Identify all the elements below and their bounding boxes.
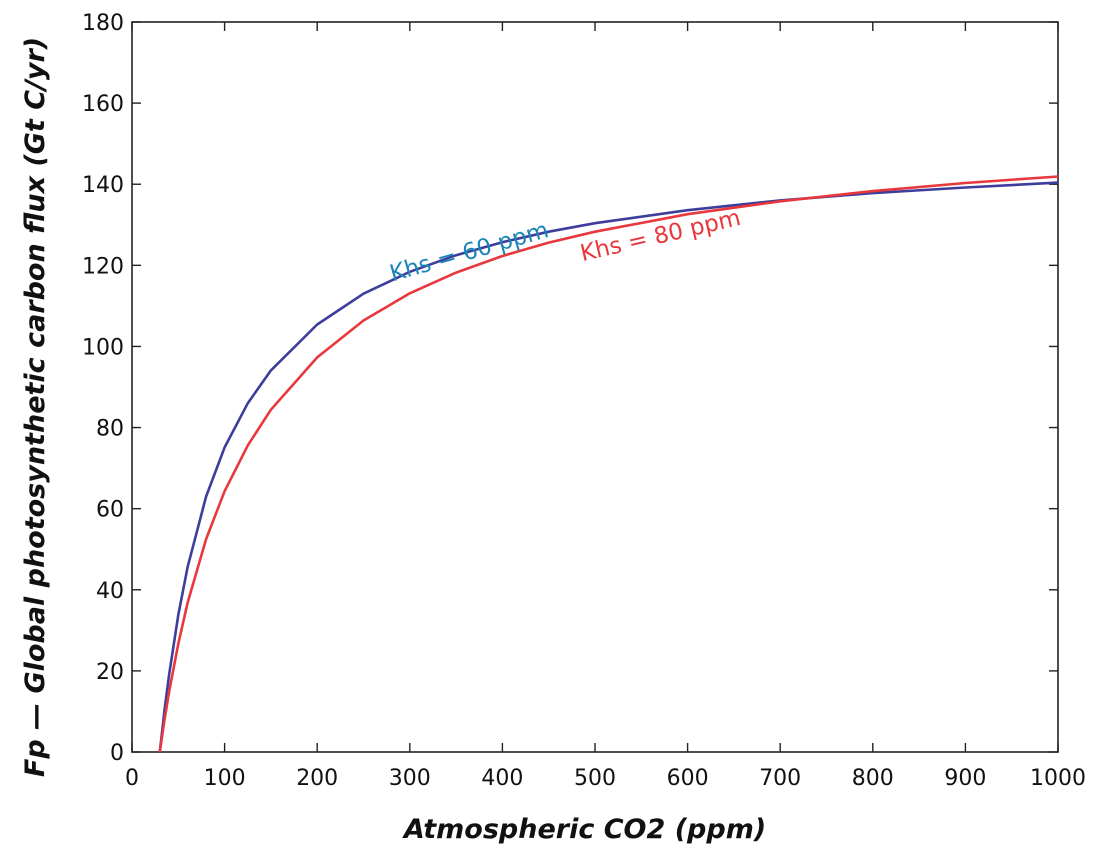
y-tick-label: 120: [82, 254, 124, 279]
plot-frame: [131, 21, 1059, 753]
x-tick-label: 400: [481, 766, 523, 791]
x-tick-label: 900: [944, 766, 986, 791]
series-labels: Khs = 60 ppm Khs = 80 ppm: [387, 205, 743, 287]
x-axis-title: Atmospheric CO2 (ppm): [402, 814, 766, 845]
x-tick-label: 500: [574, 766, 616, 791]
y-tick-label: 40: [96, 579, 124, 604]
x-tick-label: 1000: [1030, 766, 1086, 791]
y-tick-label: 160: [82, 92, 124, 117]
y-tick-label: 60: [96, 498, 124, 523]
series-label-0: Khs = 60 ppm: [387, 217, 552, 287]
x-tick-label: 300: [389, 766, 431, 791]
x-tick-label: 200: [296, 766, 338, 791]
x-tick-label: 100: [204, 766, 246, 791]
x-tick-label: 800: [852, 766, 894, 791]
y-tick-label: 20: [96, 660, 124, 685]
x-tick-label: 0: [125, 766, 139, 791]
y-axis-title: Fp — Global photosynthetic carbon flux (…: [20, 37, 51, 777]
axes: 0 100 200 300 400 500 600 700 800 900 1000 0 20 40 60 8…: [82, 11, 1086, 791]
series-group: [158, 175, 1059, 753]
x-tick-label: 700: [759, 766, 801, 791]
series-line-1: [158, 175, 1059, 753]
series-line-0: [158, 181, 1059, 753]
y-tick-label: 180: [82, 11, 124, 36]
y-tick-label: 140: [82, 173, 124, 198]
x-tick-label: 600: [667, 766, 709, 791]
y-tick-label: 0: [110, 741, 124, 766]
y-tick-label: 100: [82, 335, 124, 360]
y-tick-label: 80: [96, 417, 124, 442]
